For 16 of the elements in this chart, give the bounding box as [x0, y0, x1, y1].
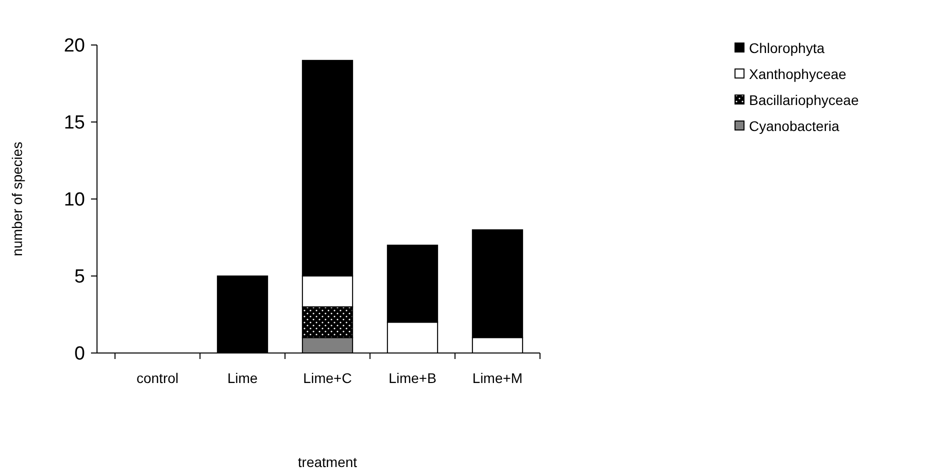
y-tick-label: 0: [74, 344, 85, 365]
x-axis-title: treatment: [298, 454, 358, 470]
x-tick-label: control: [136, 370, 179, 386]
x-tick-label: Lime+C: [303, 370, 352, 386]
y-tick-label: 10: [64, 190, 85, 211]
x-tick-label: Lime+M: [472, 370, 523, 386]
legend-label: Xanthophyceae: [749, 66, 847, 82]
y-axis-title: number of species: [9, 142, 25, 256]
x-tick-label: Lime: [227, 370, 258, 386]
legend-label: Chlorophyta: [749, 40, 825, 56]
y-tick-label: 15: [64, 112, 85, 134]
y-tick-label: 5: [74, 266, 85, 288]
legend-label: Cyanobacteria: [749, 118, 840, 134]
x-tick-label: Lime+B: [388, 370, 436, 386]
legend-label: Bacillariophyceae: [749, 92, 859, 108]
y-tick-label: 20: [64, 36, 85, 57]
